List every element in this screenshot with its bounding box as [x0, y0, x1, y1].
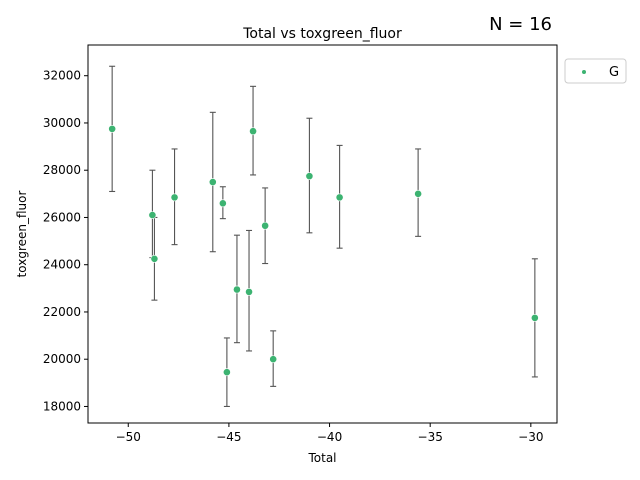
errorbar-layer: [109, 65, 538, 408]
x-tick-label: −45: [216, 430, 241, 444]
data-point: [233, 285, 241, 294]
x-axis-label: Total: [307, 451, 336, 465]
x-axis: −50 −45 −40 −35 −30: [116, 423, 543, 444]
x-tick-label: −30: [518, 430, 543, 444]
y-tick-label: 20000: [43, 352, 81, 366]
data-point: [222, 368, 231, 377]
y-tick-label: 30000: [43, 116, 81, 130]
data-point: [108, 124, 117, 133]
data-point: [269, 355, 278, 364]
data-point: [208, 178, 217, 186]
x-tick-label: −40: [317, 430, 342, 444]
sample-count-annotation: N = 16: [489, 14, 552, 35]
data-point: [261, 221, 270, 230]
data-point: [414, 189, 423, 198]
y-tick-label: 24000: [43, 258, 81, 272]
y-tick-label: 18000: [43, 399, 81, 413]
y-tick-label: 22000: [43, 305, 81, 319]
data-point: [335, 193, 344, 202]
x-tick-label: −35: [418, 430, 443, 444]
data-point: [530, 313, 539, 322]
point-layer: [108, 124, 539, 377]
chart-title: Total vs toxgreen_fluor: [242, 26, 402, 42]
data-point: [148, 211, 157, 219]
y-tick-label: 26000: [43, 210, 81, 224]
y-axis: 18000 20000 22000 24000 26000 28000 30000 32000: [43, 69, 88, 413]
y-tick-label: 32000: [43, 69, 81, 83]
data-point: [249, 127, 257, 136]
data-point: [150, 254, 159, 263]
y-axis-label: toxgreen_fluor: [15, 191, 29, 278]
legend-label: G: [609, 65, 619, 80]
data-point: [218, 199, 227, 208]
x-tick-label: −50: [116, 430, 141, 444]
data-point: [170, 193, 179, 202]
legend: G: [564, 58, 627, 84]
legend-marker: [582, 70, 586, 74]
data-point: [305, 172, 314, 181]
legend-box: [564, 58, 627, 84]
plot-frame: [87, 44, 558, 424]
data-point: [245, 287, 253, 296]
y-tick-label: 28000: [43, 163, 81, 177]
